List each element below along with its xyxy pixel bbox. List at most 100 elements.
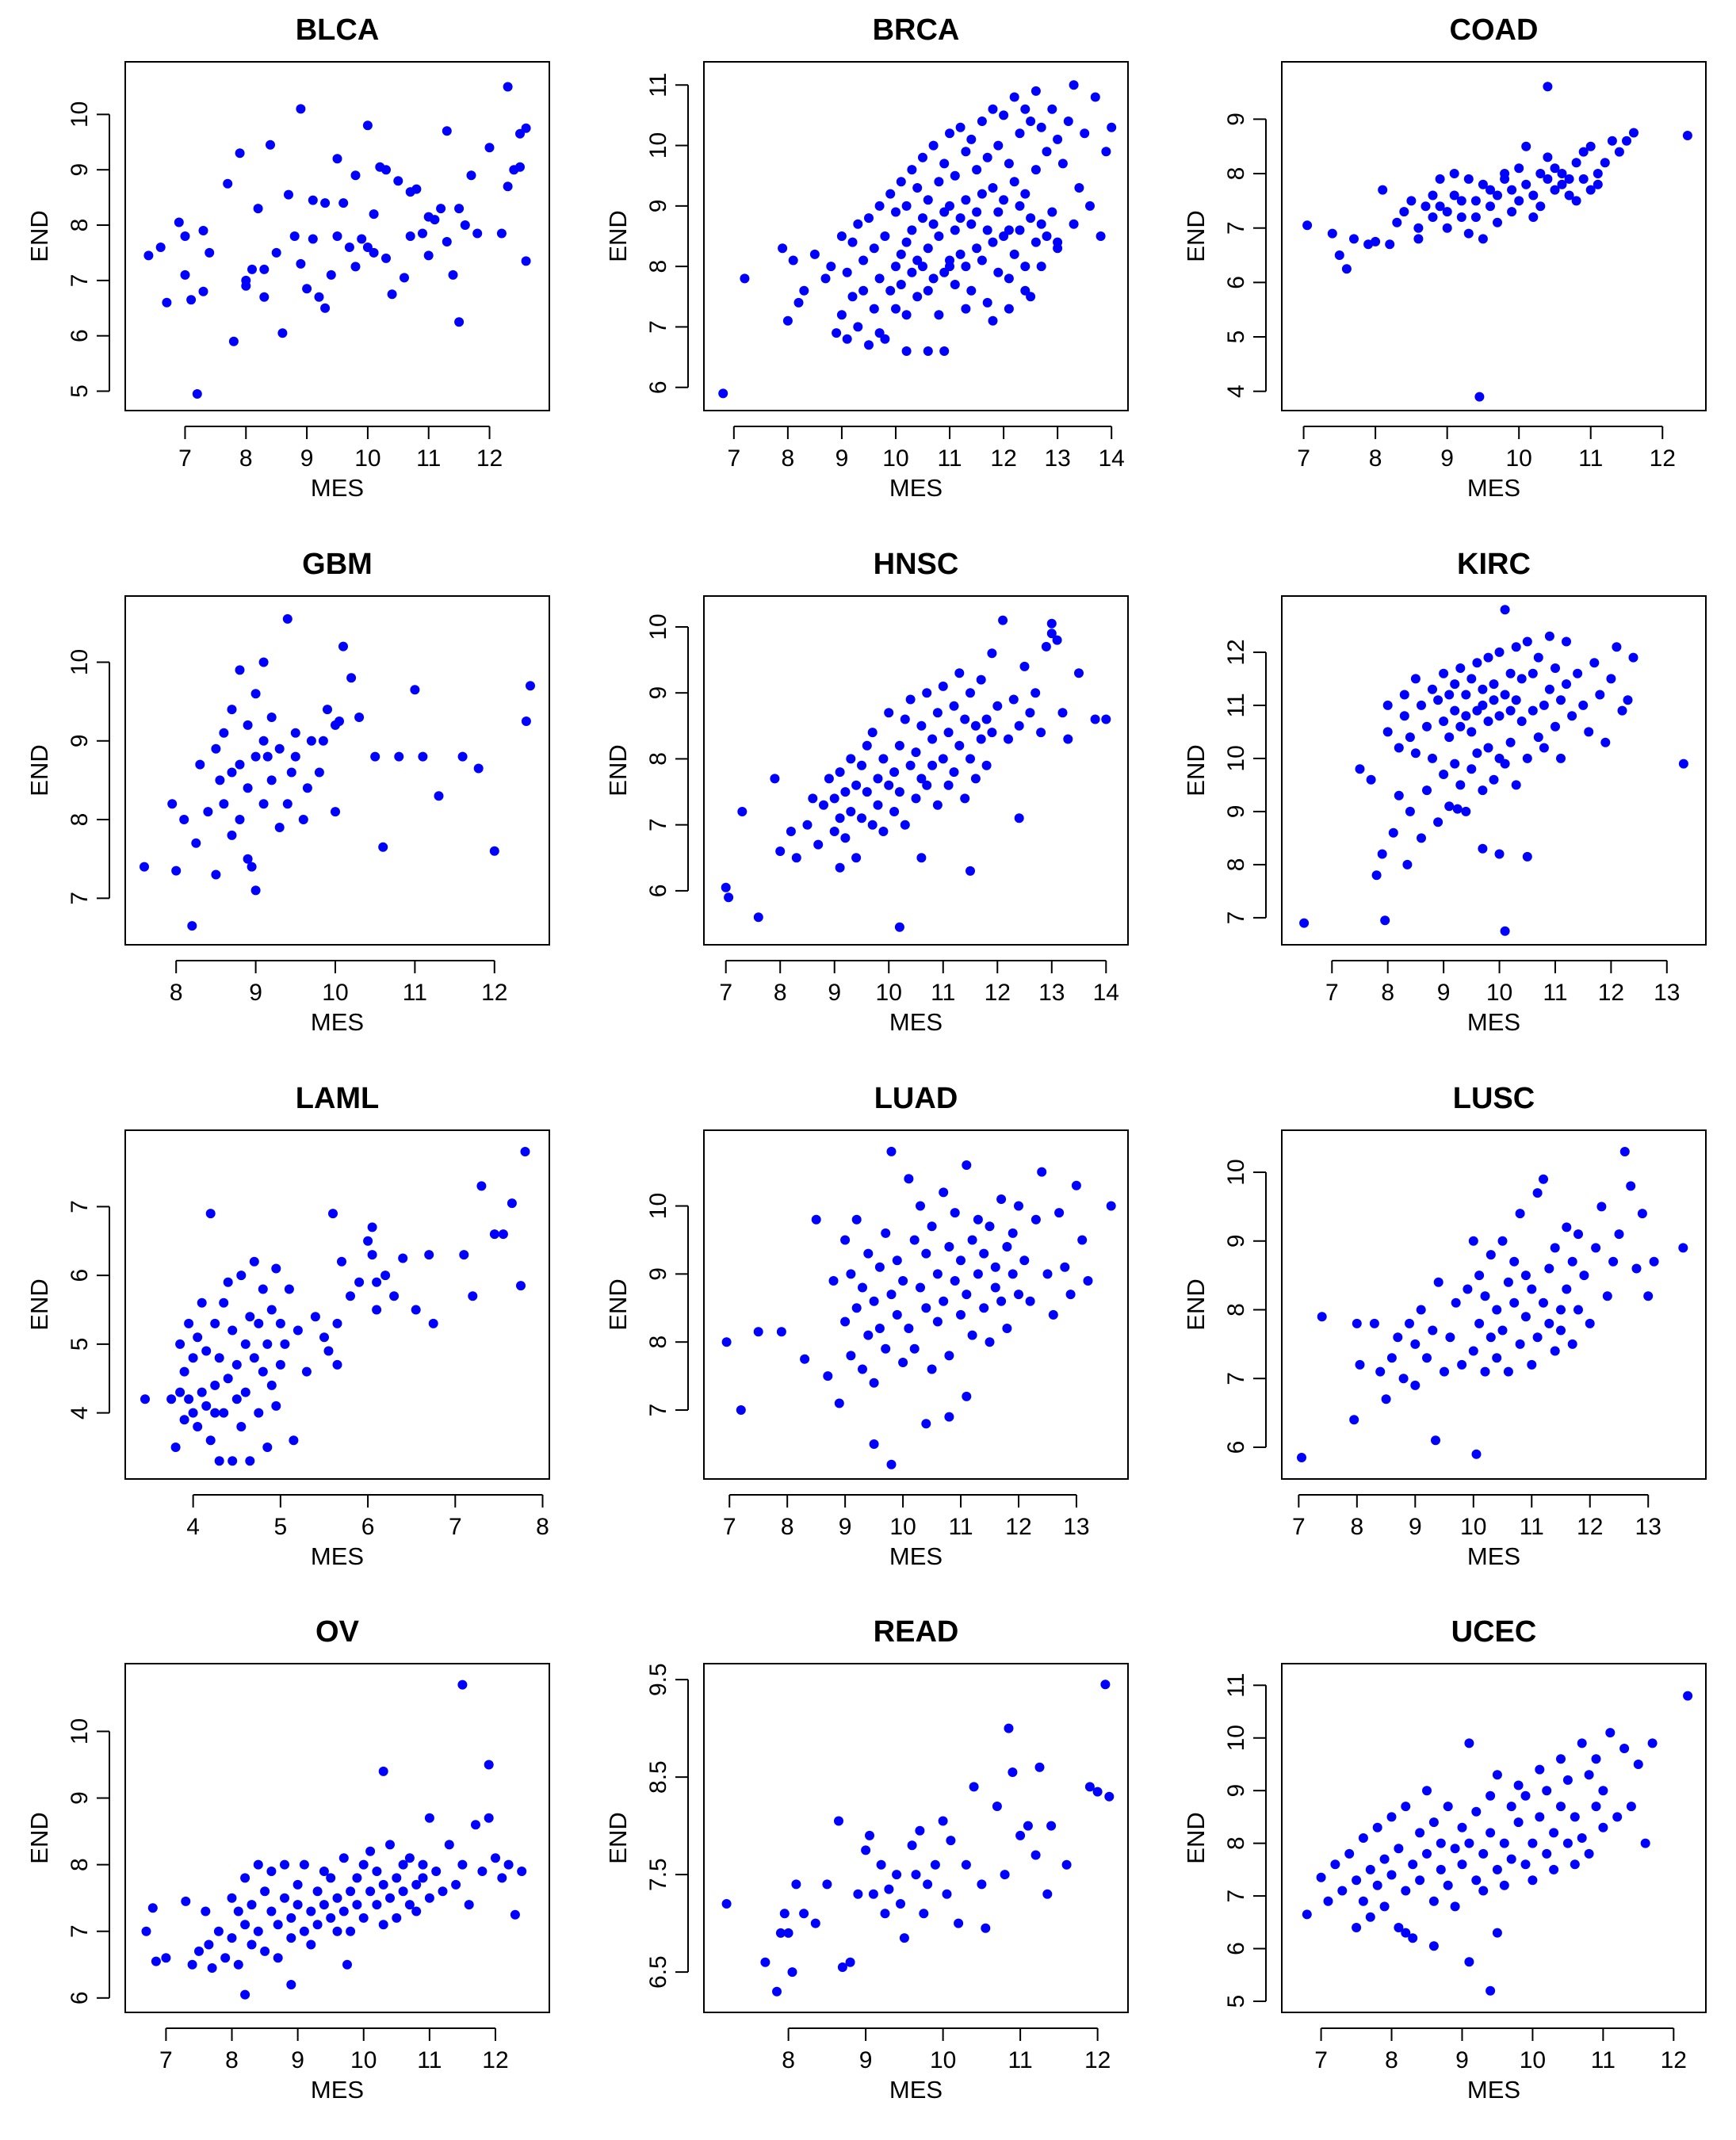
data-point xyxy=(1107,122,1117,132)
data-point xyxy=(1486,1332,1496,1343)
data-point xyxy=(180,269,190,280)
panel-kirc: KIRC 7 8 9 10 11 12 13 MES 7 8 9 10 11 12 END xyxy=(1182,548,1707,1036)
data-point xyxy=(1428,1325,1438,1336)
data-point xyxy=(938,754,948,764)
data-point xyxy=(1061,1859,1072,1870)
y-tick-label: 8 xyxy=(1223,1303,1249,1316)
data-point xyxy=(398,1859,408,1870)
data-point xyxy=(258,657,269,667)
data-point xyxy=(274,823,285,832)
data-point xyxy=(942,1889,952,1899)
data-point xyxy=(886,1290,897,1300)
data-point xyxy=(510,1909,520,1920)
plot-frame xyxy=(1281,1129,1707,1480)
data-point xyxy=(1593,169,1603,178)
data-point xyxy=(1544,631,1554,641)
data-point xyxy=(835,862,845,873)
data-point xyxy=(250,689,261,699)
data-point xyxy=(973,1269,983,1279)
data-point xyxy=(1595,690,1605,700)
panel-ucec: UCEC 7 8 9 10 11 12 MES 5 6 7 8 9 10 11 END xyxy=(1182,1615,1707,2104)
data-point xyxy=(1372,1880,1382,1890)
data-point xyxy=(1399,207,1409,217)
data-point xyxy=(869,304,879,314)
data-point xyxy=(1405,806,1415,816)
data-point xyxy=(198,286,208,296)
data-point xyxy=(1042,147,1052,157)
data-point xyxy=(966,866,975,876)
data-point xyxy=(1428,1941,1439,1951)
data-point xyxy=(939,346,950,356)
data-point xyxy=(275,1359,285,1370)
y-tick-label: 8.5 xyxy=(645,1760,671,1794)
data-point xyxy=(1042,1269,1053,1279)
scatter-points xyxy=(140,1147,530,1466)
data-point xyxy=(1500,169,1510,178)
data-point xyxy=(489,1229,499,1240)
data-point xyxy=(179,815,189,824)
data-point xyxy=(517,1867,527,1876)
data-point xyxy=(916,720,927,731)
data-point xyxy=(829,793,839,804)
data-point xyxy=(296,258,306,269)
data-point xyxy=(266,139,275,150)
data-point xyxy=(721,1899,732,1909)
data-point xyxy=(1046,618,1057,629)
data-point xyxy=(1500,759,1510,769)
data-point xyxy=(1026,213,1036,224)
data-point xyxy=(273,1920,283,1930)
x-tick-label: 10 xyxy=(1460,1514,1486,1540)
panel-title: KIRC xyxy=(1457,548,1531,581)
data-point xyxy=(250,885,261,896)
data-point xyxy=(1567,1256,1577,1267)
data-point xyxy=(1008,1767,1018,1777)
data-point xyxy=(962,1391,972,1401)
data-point xyxy=(140,862,149,872)
data-point xyxy=(966,134,977,144)
data-point xyxy=(874,328,885,338)
data-point xyxy=(1009,249,1019,259)
x-tick-label: 12 xyxy=(482,2047,508,2073)
data-point xyxy=(982,225,992,235)
y-tick-label: 7 xyxy=(1223,911,1249,925)
plot-frame xyxy=(124,61,550,411)
x-axis-label: MES xyxy=(1467,474,1520,502)
data-point xyxy=(271,1401,281,1411)
data-point xyxy=(900,714,910,724)
data-point xyxy=(943,780,954,790)
data-point xyxy=(1649,1256,1659,1267)
data-point xyxy=(308,195,318,205)
data-point xyxy=(822,1879,832,1890)
data-point xyxy=(1031,1214,1041,1225)
data-point xyxy=(332,1318,342,1328)
data-point xyxy=(1591,1802,1601,1812)
data-point xyxy=(266,1906,277,1916)
data-point xyxy=(1410,748,1421,759)
data-point xyxy=(851,853,862,863)
data-point xyxy=(1071,1180,1081,1190)
data-point xyxy=(484,1813,494,1823)
data-point xyxy=(293,1879,303,1890)
data-point xyxy=(858,1282,867,1293)
x-tick-label: 10 xyxy=(876,980,902,1006)
data-point xyxy=(878,754,889,764)
data-point xyxy=(783,1928,793,1938)
data-point xyxy=(1037,1167,1047,1177)
data-point xyxy=(894,787,904,797)
data-point xyxy=(1466,764,1477,774)
data-point xyxy=(1297,1453,1306,1462)
data-point xyxy=(976,674,986,685)
data-point xyxy=(954,668,965,678)
data-point xyxy=(1520,1312,1531,1322)
data-point xyxy=(193,1332,203,1343)
y-axis-label: END xyxy=(25,744,53,796)
data-point xyxy=(988,237,998,247)
data-point xyxy=(898,1358,908,1367)
data-point xyxy=(1366,774,1376,785)
data-point xyxy=(1607,136,1617,146)
data-point xyxy=(515,128,525,139)
data-point xyxy=(210,1380,220,1390)
data-point xyxy=(1515,1339,1525,1349)
data-point xyxy=(188,1353,198,1363)
data-point xyxy=(1550,1243,1560,1253)
